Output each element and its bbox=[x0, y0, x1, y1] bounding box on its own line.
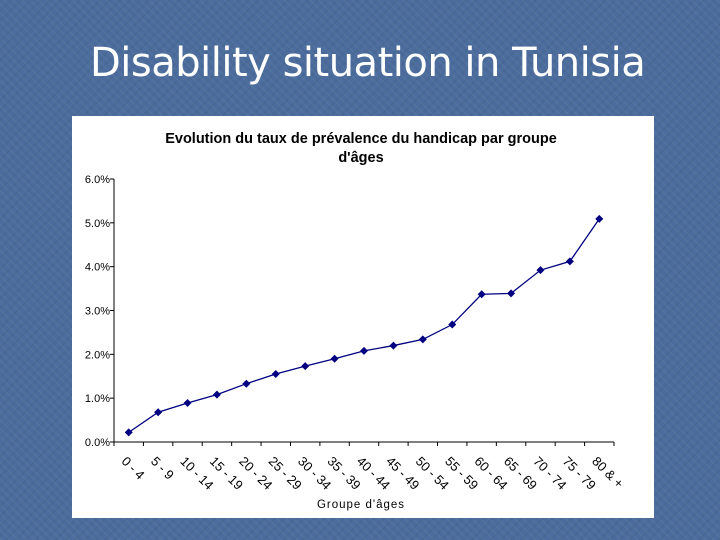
y-tick-label: 1.0% bbox=[85, 393, 110, 405]
line-chart: Evolution du taux de prévalence du handi… bbox=[85, 131, 627, 511]
data-point-marker bbox=[154, 408, 163, 417]
y-tick-label: 4.0% bbox=[85, 262, 110, 274]
chart-title-line: d'âges bbox=[338, 150, 383, 166]
data-point-marker bbox=[389, 341, 398, 350]
series-line bbox=[128, 218, 600, 433]
data-point-marker bbox=[360, 346, 368, 355]
y-tick-label: 5.0% bbox=[85, 218, 110, 230]
y-tick-label: 0.0% bbox=[85, 437, 110, 449]
y-tick-label: 3.0% bbox=[85, 306, 110, 318]
data-point-marker bbox=[330, 354, 339, 363]
slide-title: Disability situation in Tunisia bbox=[90, 40, 646, 86]
x-tick-label: 0 - 4 bbox=[119, 454, 148, 483]
chart-panel: Evolution du taux de prévalence du handi… bbox=[72, 116, 654, 518]
data-point-marker bbox=[242, 379, 251, 388]
data-point-marker bbox=[565, 257, 574, 266]
data-point-marker bbox=[124, 428, 133, 437]
data-point-marker bbox=[477, 290, 486, 299]
data-point-marker bbox=[301, 362, 310, 371]
chart-title-line: Evolution du taux de prévalence du handi… bbox=[165, 131, 557, 147]
data-point-marker bbox=[536, 266, 545, 275]
data-point-marker bbox=[271, 370, 280, 379]
y-tick-label: 6.0% bbox=[85, 174, 110, 186]
x-axis-label: Groupe d'âges bbox=[317, 499, 405, 511]
data-point-marker bbox=[418, 335, 427, 344]
x-tick-label: 5 - 9 bbox=[148, 454, 177, 483]
data-point-marker bbox=[595, 214, 604, 223]
data-point-marker bbox=[183, 398, 192, 407]
data-point-marker bbox=[448, 320, 457, 329]
data-point-marker bbox=[212, 390, 221, 399]
data-point-marker bbox=[507, 289, 516, 298]
y-tick-label: 2.0% bbox=[85, 349, 110, 361]
